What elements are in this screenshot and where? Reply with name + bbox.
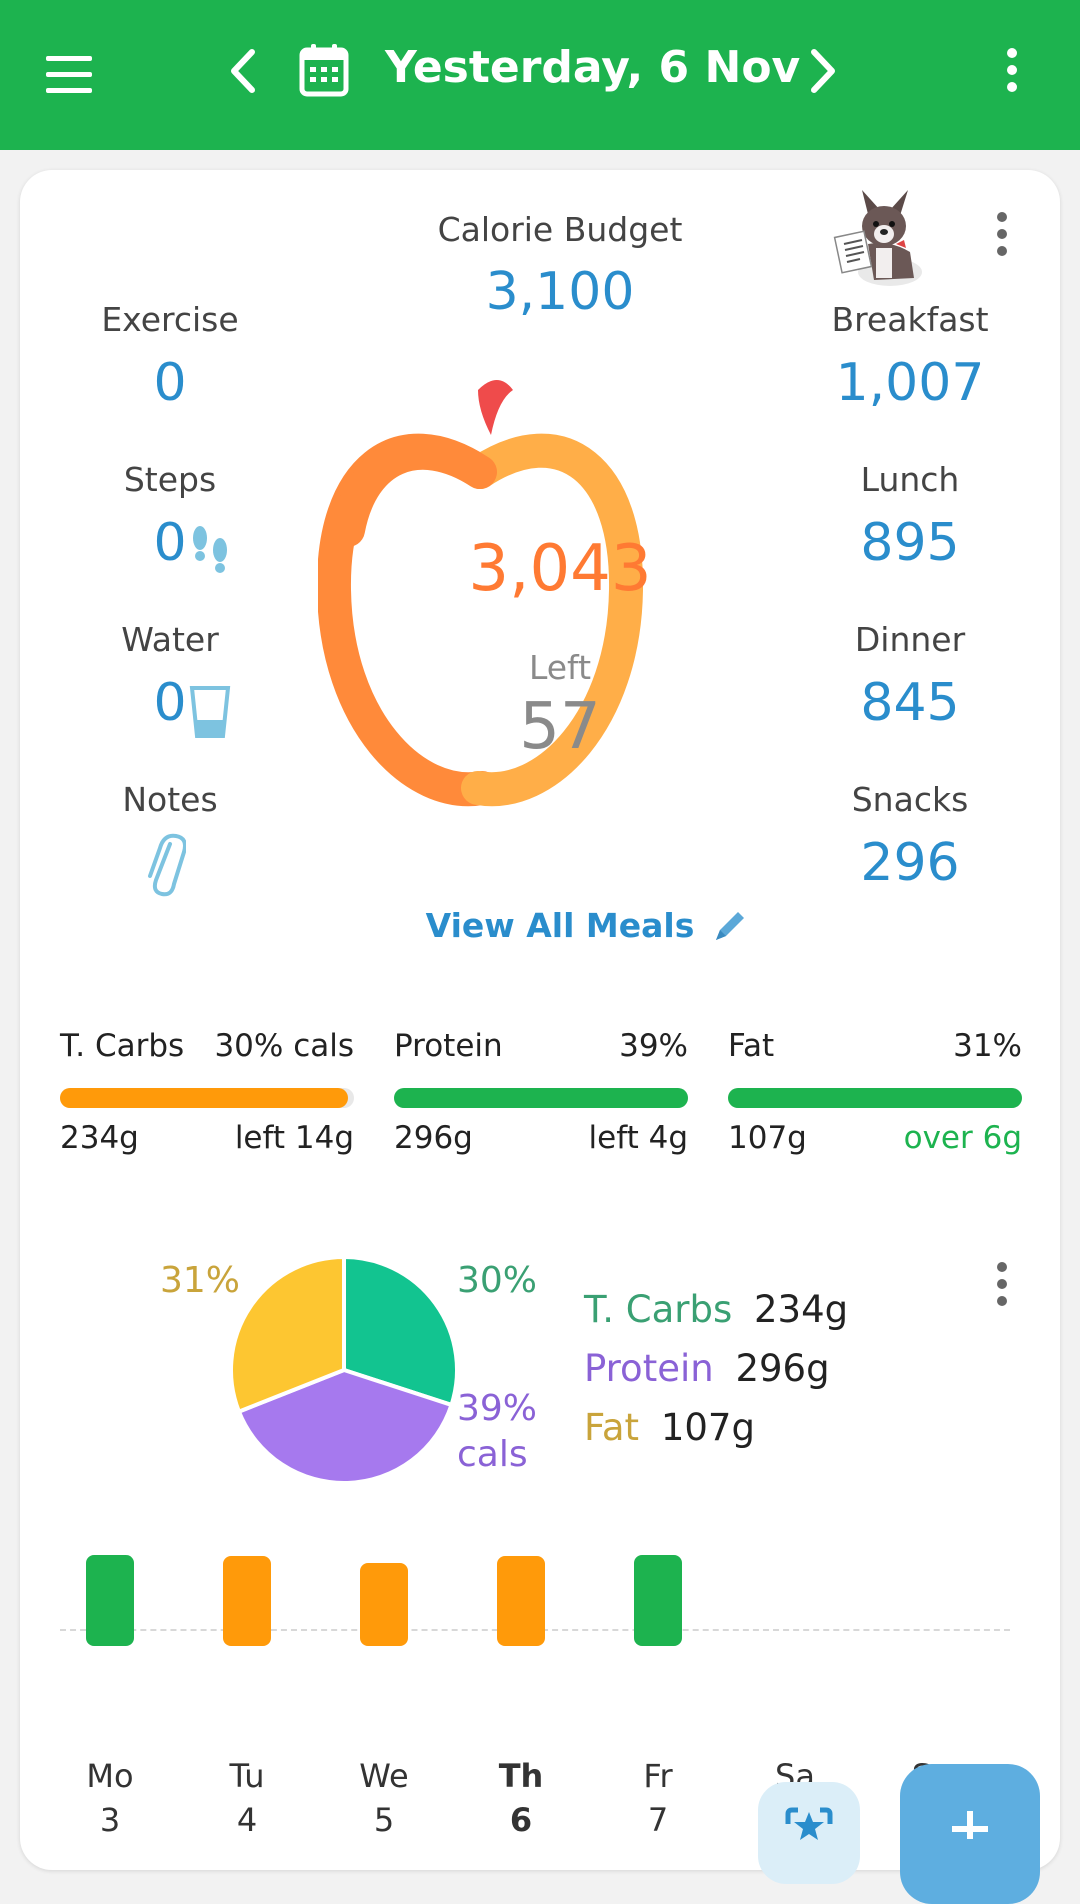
week-day-date: 3 <box>99 1801 121 1839</box>
date-title[interactable]: Yesterday, 6 Nov <box>385 42 801 93</box>
macro-name: T. Carbs <box>60 1028 185 1064</box>
breakfast-value[interactable]: 1,007 <box>835 353 985 413</box>
macro-status: left 4g <box>588 1120 688 1156</box>
pie-slice-protein <box>236 1367 454 1485</box>
pie-more-icon[interactable] <box>990 1260 1014 1310</box>
app-header: Yesterday, 6 Nov <box>0 0 1080 150</box>
scan-food-button[interactable] <box>758 1782 860 1884</box>
pie-label-cals: cals <box>457 1434 528 1475</box>
week-day-name: We <box>359 1757 409 1795</box>
notes-label: Notes <box>122 780 218 819</box>
week-day-tu[interactable]: Tu 4 <box>207 1754 287 1842</box>
paperclip-icon[interactable] <box>146 832 187 898</box>
week-day-date: 7 <box>647 1801 669 1839</box>
calorie-budget-value[interactable]: 3,100 <box>485 262 635 322</box>
week-day-we[interactable]: We 5 <box>344 1754 424 1842</box>
week-bar-mo[interactable] <box>86 1555 134 1646</box>
macro-status: left 14g <box>234 1120 354 1156</box>
glass-icon <box>188 684 232 740</box>
macro-status: over 6g <box>903 1120 1022 1156</box>
lunch-value[interactable]: 895 <box>860 513 960 573</box>
menu-icon[interactable] <box>44 50 94 100</box>
footsteps-icon <box>186 520 236 580</box>
snacks-value[interactable]: 296 <box>860 833 960 893</box>
macro-bar <box>728 1088 1022 1108</box>
legend-grams: 107g <box>660 1406 755 1449</box>
macro-name: Fat <box>728 1028 775 1064</box>
week-day-date: 5 <box>373 1801 395 1839</box>
week-day-th[interactable]: Th 6 <box>481 1754 561 1842</box>
legend-grams: 234g <box>753 1288 849 1331</box>
pie-label-protein: 39% <box>457 1388 538 1429</box>
more-vert-icon[interactable] <box>1000 46 1024 96</box>
snacks-label: Snacks <box>851 780 969 819</box>
pie-label-carbs: 30% <box>457 1260 538 1301</box>
week-bar-we[interactable] <box>360 1563 408 1646</box>
legend-protein: Protein 296g <box>584 1347 830 1390</box>
dinner-label: Dinner <box>854 620 966 659</box>
chevron-left-icon[interactable] <box>222 46 262 96</box>
scan-star-icon <box>785 1807 833 1840</box>
water-value[interactable]: 0 <box>153 673 187 733</box>
add-food-button[interactable] <box>900 1764 1040 1904</box>
week-bar-tu[interactable] <box>223 1556 271 1646</box>
card-more-icon[interactable] <box>990 210 1014 260</box>
macro-grams: 296g <box>394 1120 473 1156</box>
pie-label-fat: 31% <box>160 1260 241 1301</box>
macro-grams: 234g <box>60 1120 139 1156</box>
macro-pct: 31% <box>953 1028 1022 1064</box>
calorie-budget-label: Calorie Budget <box>437 210 683 249</box>
exercise-value[interactable]: 0 <box>153 353 187 413</box>
legend-grams: 296g <box>735 1347 830 1390</box>
calories-left-value: 57 <box>519 690 601 764</box>
week-day-fr[interactable]: Fr 7 <box>618 1754 698 1842</box>
plus-icon <box>952 1811 988 1847</box>
macro-pct: 30% cals <box>214 1028 354 1064</box>
dog-mascot-image <box>830 182 930 292</box>
calendar-icon[interactable] <box>298 42 350 98</box>
steps-value[interactable]: 0 <box>153 513 187 573</box>
exercise-label: Exercise <box>101 300 239 339</box>
calories-consumed: 3,043 <box>468 532 652 606</box>
water-label: Water <box>121 620 219 659</box>
week-bar-th[interactable] <box>497 1556 545 1646</box>
week-day-name: Th <box>498 1757 544 1795</box>
macro-grams: 107g <box>728 1120 807 1156</box>
chevron-right-icon[interactable] <box>804 46 844 96</box>
legend-fat: Fat 107g <box>584 1406 755 1449</box>
calories-left-label: Left <box>528 648 592 687</box>
macro-bar <box>394 1088 688 1108</box>
pie-slice-t-carbs <box>342 1254 459 1408</box>
week-day-name: Mo <box>86 1757 134 1795</box>
week-day-mo[interactable]: Mo 3 <box>70 1754 150 1842</box>
calorie-apple-ring[interactable] <box>316 370 802 870</box>
week-day-date: 4 <box>236 1801 258 1839</box>
week-day-name: Tu <box>229 1757 265 1795</box>
week-bar-fr[interactable] <box>634 1555 682 1646</box>
macro-bar <box>60 1088 354 1108</box>
macro-pie-chart[interactable] <box>224 1250 464 1490</box>
week-day-date: 6 <box>509 1801 533 1839</box>
legend-carbs: T. Carbs 234g <box>584 1288 848 1331</box>
legend-name: Protein <box>584 1347 714 1390</box>
steps-label: Steps <box>123 460 217 499</box>
legend-name: Fat <box>584 1406 640 1449</box>
legend-name: T. Carbs <box>584 1288 733 1331</box>
dinner-value[interactable]: 845 <box>860 673 960 733</box>
edit-pencil-icon[interactable] <box>710 906 750 946</box>
week-day-name: Fr <box>643 1757 673 1795</box>
breakfast-label: Breakfast <box>831 300 989 339</box>
macro-name: Protein <box>394 1028 503 1064</box>
macro-pct: 39% <box>619 1028 688 1064</box>
lunch-label: Lunch <box>860 460 960 499</box>
summary-card: Calorie Budget 3,100 Exercise 0 Steps 0 … <box>20 170 1060 1870</box>
pie-slice-fat <box>229 1254 346 1415</box>
view-all-meals-link[interactable]: View All Meals <box>425 906 695 945</box>
